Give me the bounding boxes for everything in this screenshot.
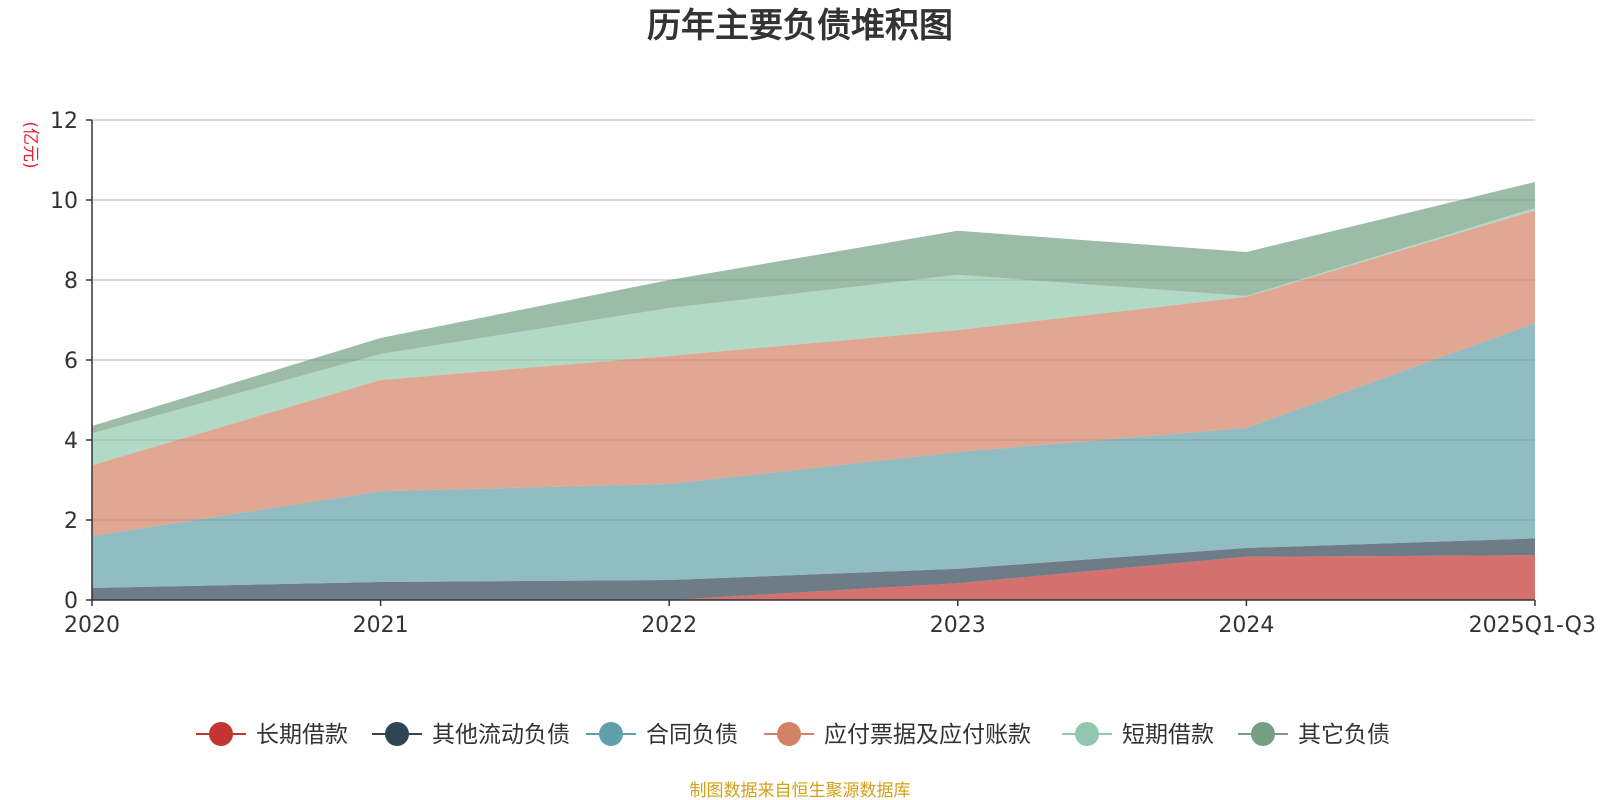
y-tick-label: 4 [64,429,78,454]
chart-title: 历年主要负债堆积图 [647,6,953,46]
y-tick-label: 2 [64,509,78,534]
area-series [92,182,1535,600]
legend-label-3: 合同负债 [646,722,738,748]
legend-marker-1 [209,722,233,746]
legend-label-2: 其他流动负债 [432,722,570,748]
x-tick-label: 2025Q1-Q3 [1469,613,1596,638]
legend-marker-6 [1251,722,1275,746]
data-source-note: 制图数据来自恒生聚源数据库 [690,781,911,800]
legend-label-5: 短期借款 [1122,722,1214,748]
area-5 [92,208,1535,466]
x-tick-label: 2021 [353,613,409,638]
y-tick-label: 12 [50,109,78,134]
legend: 长期借款 其他流动负债 合同负债 应付票据及应付账款 短期借款 其它负债 [196,722,1390,748]
legend-label-4: 应付票据及应付账款 [824,722,1031,748]
area-3 [92,323,1535,588]
area-2 [92,538,1535,600]
legend-marker-5 [1075,722,1099,746]
legend-marker-3 [599,722,623,746]
legend-marker-4 [777,722,801,746]
legend-label-6: 其它负债 [1298,722,1390,748]
area-1 [92,555,1535,600]
x-tick-label: 2022 [641,613,697,638]
x-tick-label: 2020 [64,613,120,638]
y-tick-label: 0 [64,589,78,614]
x-tick-label: 2024 [1218,613,1274,638]
y-tick-label: 8 [64,269,78,294]
y-axis-unit-label: (亿元) [20,121,40,168]
legend-marker-2 [385,722,409,746]
y-tick-label: 6 [64,349,78,374]
x-tick-label: 2023 [930,613,986,638]
y-tick-label: 10 [50,189,78,214]
area-4 [92,210,1535,536]
axes: 0 2 4 6 8 10 12 2020 2021 2022 2023 2024 2025Q1-Q3 [50,109,1596,638]
legend-label-1: 长期借款 [256,722,348,748]
